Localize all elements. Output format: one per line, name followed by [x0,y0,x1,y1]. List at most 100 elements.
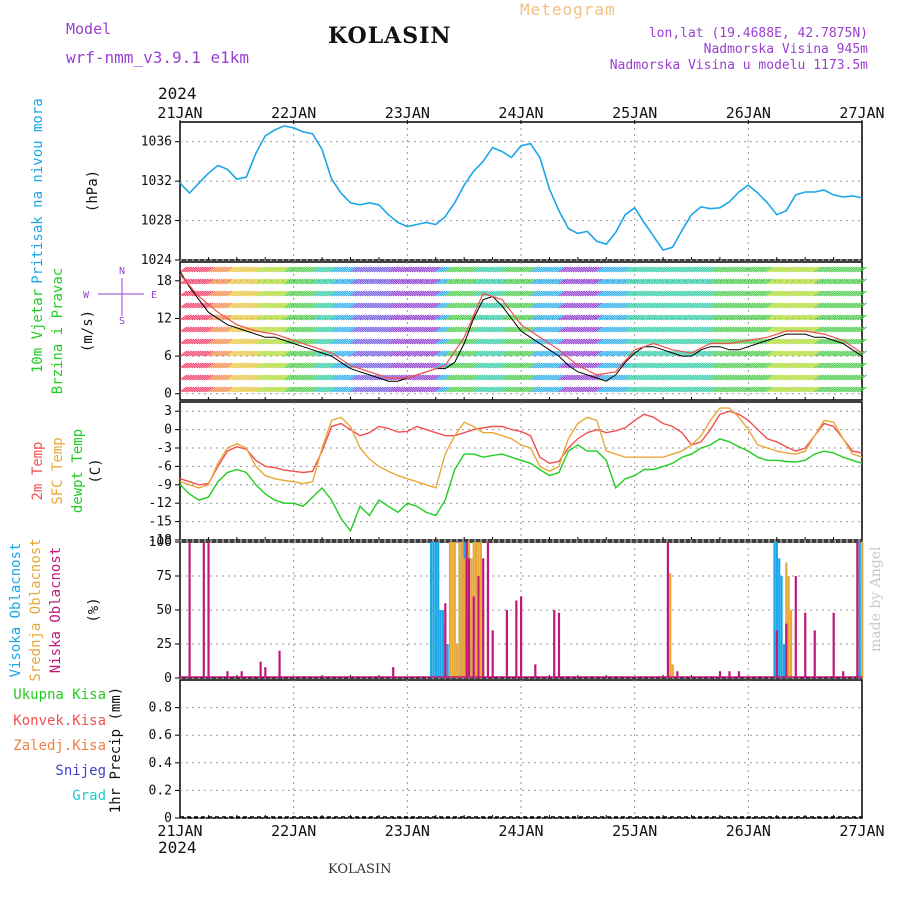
wind-barb [707,350,716,357]
x-tick-label-bottom: 25JAN [612,822,657,840]
wind-barb [714,326,723,333]
wind-barb [743,350,751,357]
wind-barb [575,326,583,333]
wind-barb [428,326,436,333]
wind-barb [184,266,193,273]
wind-barb [224,266,233,273]
wind-barb [463,290,472,297]
wind-barb [392,338,401,345]
wind-barb [494,338,503,345]
wind-barb [224,350,233,357]
wind-barb [257,350,266,357]
wind-barb [248,290,256,297]
wind-barb [639,314,647,321]
wind-barb [319,326,328,333]
wind-barb [421,386,429,393]
wind-barb [222,266,230,273]
wind-barb [324,326,332,333]
wind-barb [508,326,517,333]
cloud-ytick-label: 0 [164,671,172,686]
wind-barb [343,302,351,309]
wind-barb [662,302,671,309]
wind-barb [447,350,455,357]
wind-barb [449,386,458,393]
wind-barb [243,350,252,357]
wind-barb [309,374,318,381]
wind-barb [357,350,365,357]
wind-barb [842,350,851,357]
wind-barb [615,302,624,309]
wind-barb [435,278,444,285]
wind-barb [636,386,645,393]
wind-barb [234,350,242,357]
wind-barb [762,278,770,285]
wind-barb [575,290,583,297]
wind-barb [698,374,706,381]
wind-barb [246,338,254,345]
wind-barb [309,302,318,309]
wind-barb [634,362,642,369]
wind-barb [603,278,612,285]
wind-barb [605,338,614,345]
wind-barb [219,302,228,309]
wind-barb [295,326,304,333]
wind-barb [257,386,266,393]
wind-barb [302,386,311,393]
wind-barb [797,386,806,393]
wind-barb [636,314,645,321]
wind-barb [762,314,770,321]
wind-barb [658,302,666,309]
wind-barb [582,314,590,321]
wind-barb [814,314,822,321]
wind-barb [804,302,813,309]
wind-barb [826,290,834,297]
wind-barb [717,386,725,393]
wind-barb [729,374,737,381]
temperature-ytick-label: -18 [149,533,172,548]
wind-barb [444,302,453,309]
wind-barb [388,350,396,357]
wind-barb [470,386,479,393]
wind-barb [508,302,517,309]
wind-barb [707,374,716,381]
wind-barb [184,314,193,321]
wind-barb [366,362,375,369]
wind-barb [662,374,671,381]
wind-barb [276,362,285,369]
wind-barb [629,338,638,345]
wind-barb [849,326,858,333]
wind-barb [781,362,789,369]
wind-barb [444,326,453,333]
temperature-ytick-label: 0 [164,423,172,438]
wind-barb [317,302,325,309]
wind-barb [826,314,834,321]
wind-barb [302,266,311,273]
wind-barb [390,326,399,333]
wind-barb [636,290,645,297]
wind-barb [849,290,858,297]
wind-barb [814,278,822,285]
wind-barb [740,290,749,297]
wind-barb [423,290,432,297]
wind-barb [241,302,249,309]
wind-barb [459,278,467,285]
wind-barb [515,266,524,273]
wind-barb [371,374,380,381]
wind-barb [264,266,273,273]
wind-barb [591,290,600,297]
wind-barb [752,290,761,297]
wind-barb [478,278,486,285]
wind-barb [407,290,415,297]
wind-barb [582,386,590,393]
wind-barb [759,314,768,321]
wind-barb [357,362,365,369]
cloud-bar [453,542,456,678]
wind-barb [447,326,455,333]
wind-barb [518,338,526,345]
wind-barb [665,386,673,393]
wind-barb [660,302,669,309]
wind-barb [473,290,481,297]
wind-barb [463,278,472,285]
wind-barb [518,374,526,381]
wind-barb [679,338,687,345]
